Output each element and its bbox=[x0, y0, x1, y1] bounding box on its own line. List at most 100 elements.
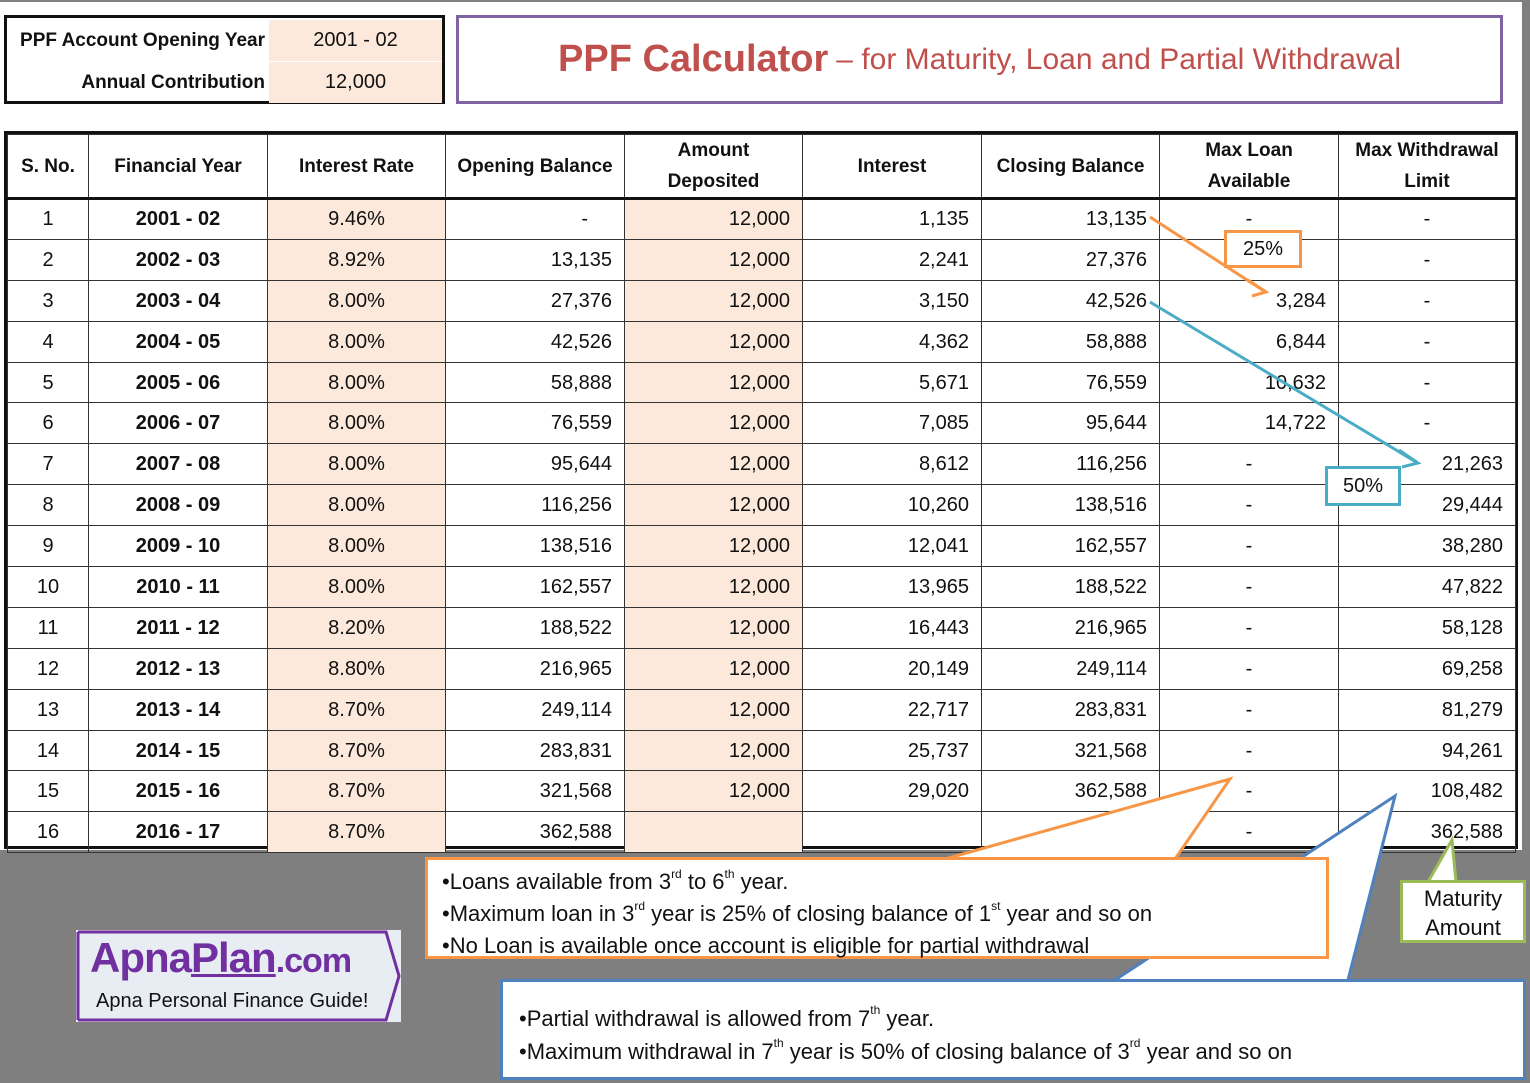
cell-interest-rate[interactable]: 8.00% bbox=[267, 525, 446, 568]
cell-amount-deposited[interactable]: 12,000 bbox=[624, 688, 803, 731]
cell-max-withdrawal: - bbox=[1338, 279, 1516, 322]
cell-amount-deposited[interactable]: 12,000 bbox=[624, 361, 803, 404]
withdrawal-note-2: •Maximum withdrawal in 7th year is 50% o… bbox=[519, 1036, 1293, 1064]
cell-interest: 10,260 bbox=[802, 484, 982, 527]
cell-amount-deposited[interactable]: 12,000 bbox=[624, 566, 803, 608]
cell-max-loan: - bbox=[1159, 443, 1339, 486]
cell-closing-balance: 42,526 bbox=[981, 279, 1160, 322]
cell-interest: 16,443 bbox=[802, 606, 982, 649]
cell-interest: 22,717 bbox=[802, 688, 982, 731]
cell-interest-rate[interactable]: 8.00% bbox=[267, 566, 446, 608]
cell-max-withdrawal: 94,261 bbox=[1338, 729, 1516, 772]
cell-financial-year: 2006 - 07 bbox=[88, 402, 268, 445]
cell-interest-rate[interactable]: 8.00% bbox=[267, 320, 446, 363]
cell-opening-balance: 188,522 bbox=[445, 606, 625, 649]
cell-sno: 2 bbox=[7, 238, 89, 281]
maturity-label-line1: Maturity bbox=[1423, 886, 1503, 911]
title-main: PPF Calculator bbox=[558, 38, 829, 80]
cell-interest: 1,135 bbox=[802, 198, 982, 240]
cell-financial-year: 2001 - 02 bbox=[88, 198, 268, 240]
cell-amount-deposited[interactable]: 12,000 bbox=[624, 770, 803, 813]
table-row: 15 2015 - 16 8.70% 321,568 12,000 29,020 362,5… bbox=[7, 770, 1516, 813]
cell-opening-balance: 249,114 bbox=[445, 688, 625, 731]
table-row: 12 2012 - 13 8.80% 216,965 12,000 20,149 249,1… bbox=[7, 647, 1516, 690]
cell-interest-rate[interactable]: 8.20% bbox=[267, 606, 446, 649]
header-amount-deposited: Amount Deposited bbox=[624, 134, 803, 200]
withdrawal-notes-callout: •Partial withdrawal is allowed from 7th … bbox=[500, 979, 1526, 1080]
cell-max-withdrawal: - bbox=[1338, 320, 1516, 363]
table-row: 11 2011 - 12 8.20% 188,522 12,000 16,443 216,9… bbox=[7, 606, 1516, 649]
cell-financial-year: 2012 - 13 bbox=[88, 647, 268, 690]
cell-amount-deposited[interactable]: 12,000 bbox=[624, 402, 803, 445]
input-panel: PPF Account Opening Year 2001 - 02 Annua… bbox=[4, 15, 445, 104]
header-interest: Interest bbox=[802, 134, 982, 200]
cell-sno: 16 bbox=[7, 811, 89, 854]
cell-closing-balance: 76,559 bbox=[981, 361, 1160, 404]
cell-closing-balance: 138,516 bbox=[981, 484, 1160, 527]
cell-interest-rate[interactable]: 8.92% bbox=[267, 238, 446, 281]
apnaplan-logo[interactable]: ApnaPlan.com Apna Personal Finance Guide… bbox=[76, 930, 401, 1022]
cell-sno: 14 bbox=[7, 729, 89, 772]
cell-amount-deposited[interactable]: 12,000 bbox=[624, 238, 803, 281]
annual-contribution-input[interactable]: 12,000 bbox=[269, 62, 442, 103]
cell-amount-deposited[interactable]: 12,000 bbox=[624, 279, 803, 322]
cell-financial-year: 2014 - 15 bbox=[88, 729, 268, 772]
cell-amount-deposited[interactable] bbox=[624, 811, 803, 854]
cell-opening-balance: 76,559 bbox=[445, 402, 625, 445]
annual-contribution-row: Annual Contribution 12,000 bbox=[7, 62, 442, 103]
cell-interest-rate[interactable]: 8.00% bbox=[267, 279, 446, 322]
cell-max-withdrawal: 58,128 bbox=[1338, 606, 1516, 649]
cell-closing-balance: 162,557 bbox=[981, 525, 1160, 568]
cell-opening-balance: 216,965 bbox=[445, 647, 625, 690]
cell-closing-balance: 362,588 bbox=[981, 770, 1160, 813]
table-row: 9 2009 - 10 8.00% 138,516 12,000 12,041 162,55… bbox=[7, 525, 1516, 568]
cell-opening-balance: 13,135 bbox=[445, 238, 625, 281]
header-closing-balance: Closing Balance bbox=[981, 134, 1160, 200]
cell-max-withdrawal: - bbox=[1338, 198, 1516, 240]
cell-max-loan: - bbox=[1159, 525, 1339, 568]
cell-max-withdrawal: - bbox=[1338, 402, 1516, 445]
cell-interest-rate[interactable]: 8.70% bbox=[267, 811, 446, 854]
cell-amount-deposited[interactable]: 12,000 bbox=[624, 484, 803, 527]
cell-amount-deposited[interactable]: 12,000 bbox=[624, 525, 803, 568]
cell-financial-year: 2016 - 17 bbox=[88, 811, 268, 854]
cell-interest: 3,150 bbox=[802, 279, 982, 322]
cell-max-loan: 10,632 bbox=[1159, 361, 1339, 404]
cell-sno: 12 bbox=[7, 647, 89, 690]
table-row: 13 2013 - 14 8.70% 249,114 12,000 22,717 283,8… bbox=[7, 688, 1516, 731]
opening-year-input[interactable]: 2001 - 02 bbox=[269, 20, 442, 61]
cell-amount-deposited[interactable]: 12,000 bbox=[624, 198, 803, 240]
cell-max-loan: 14,722 bbox=[1159, 402, 1339, 445]
cell-closing-balance bbox=[981, 811, 1160, 854]
cell-interest-rate[interactable]: 8.70% bbox=[267, 770, 446, 813]
maturity-label-line2: Amount bbox=[1425, 915, 1501, 940]
cell-sno: 4 bbox=[7, 320, 89, 363]
cell-interest-rate[interactable]: 8.00% bbox=[267, 443, 446, 486]
table-row: 5 2005 - 06 8.00% 58,888 12,000 5,671 76,559 10… bbox=[7, 361, 1516, 404]
cell-interest-rate[interactable]: 8.00% bbox=[267, 402, 446, 445]
cell-amount-deposited[interactable]: 12,000 bbox=[624, 647, 803, 690]
cell-closing-balance: 188,522 bbox=[981, 566, 1160, 608]
cell-amount-deposited[interactable]: 12,000 bbox=[624, 443, 803, 486]
cell-interest-rate[interactable]: 8.70% bbox=[267, 688, 446, 731]
cell-sno: 9 bbox=[7, 525, 89, 568]
loan-note-3: •No Loan is available once account is el… bbox=[442, 933, 1090, 958]
cell-sno: 8 bbox=[7, 484, 89, 527]
cell-interest-rate[interactable]: 9.46% bbox=[267, 198, 446, 240]
cell-interest-rate[interactable]: 8.70% bbox=[267, 729, 446, 772]
cell-max-loan: - bbox=[1159, 647, 1339, 690]
table-row: 6 2006 - 07 8.00% 76,559 12,000 7,085 95,644 14… bbox=[7, 402, 1516, 445]
cell-interest-rate[interactable]: 8.00% bbox=[267, 361, 446, 404]
right-edge bbox=[1522, 0, 1530, 1083]
cell-amount-deposited[interactable]: 12,000 bbox=[624, 606, 803, 649]
cell-interest-rate[interactable]: 8.80% bbox=[267, 647, 446, 690]
cell-sno: 15 bbox=[7, 770, 89, 813]
cell-sno: 10 bbox=[7, 566, 89, 608]
cell-amount-deposited[interactable]: 12,000 bbox=[624, 320, 803, 363]
cell-opening-balance: 138,516 bbox=[445, 525, 625, 568]
cell-financial-year: 2013 - 14 bbox=[88, 688, 268, 731]
cell-max-loan: 3,284 bbox=[1159, 279, 1339, 322]
cell-amount-deposited[interactable]: 12,000 bbox=[624, 729, 803, 772]
cell-interest-rate[interactable]: 8.00% bbox=[267, 484, 446, 527]
cell-opening-balance: 321,568 bbox=[445, 770, 625, 813]
